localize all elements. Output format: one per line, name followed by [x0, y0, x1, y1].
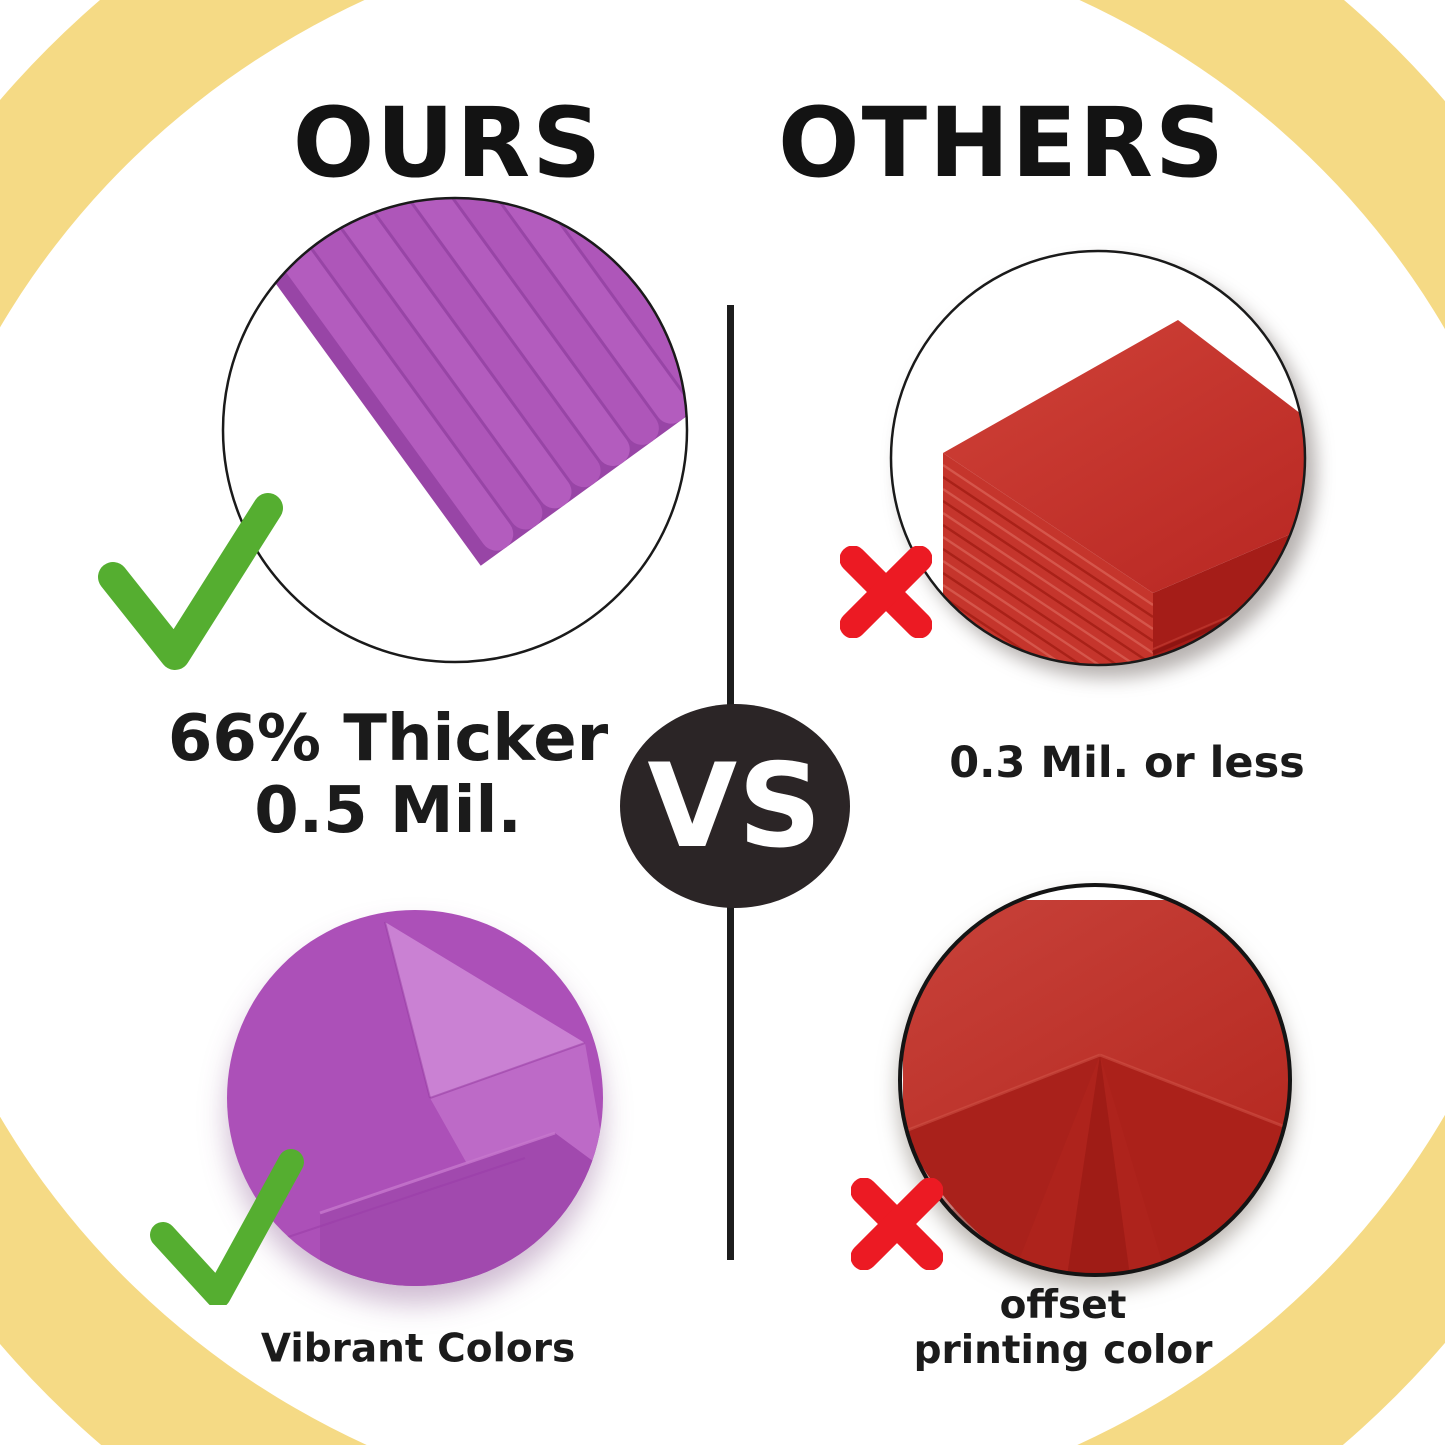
vs-badge: VS — [620, 704, 850, 908]
purple-fabric — [227, 910, 603, 1286]
ours-folded-tablecloths-image — [221, 196, 689, 664]
ours-thickness-label: 66% Thicker 0.5 Mil. — [168, 703, 608, 847]
others-header: OTHERS — [777, 87, 1227, 199]
offset-line1: offset — [999, 1283, 1127, 1328]
checkmark-icon — [150, 1149, 304, 1305]
thickness-line1: 66% Thicker — [167, 702, 609, 776]
ours-header: OURS — [292, 87, 604, 199]
vs-label: VS — [647, 738, 823, 874]
cross-icon — [840, 546, 932, 638]
ours-vibrant-fabric-image — [227, 910, 603, 1286]
others-folded-tablecloths-image — [889, 249, 1307, 667]
others-color-label: offset printing color — [914, 1283, 1213, 1373]
checkmark-icon — [98, 493, 283, 670]
ours-color-label: Vibrant Colors — [260, 1326, 576, 1372]
cross-icon — [851, 1178, 943, 1270]
offset-line2: printing color — [913, 1328, 1213, 1373]
others-draped-tablecloth-image — [898, 883, 1292, 1277]
others-thickness-label: 0.3 Mil. or less — [949, 738, 1305, 788]
thickness-line2: 0.5 Mil. — [254, 774, 522, 848]
